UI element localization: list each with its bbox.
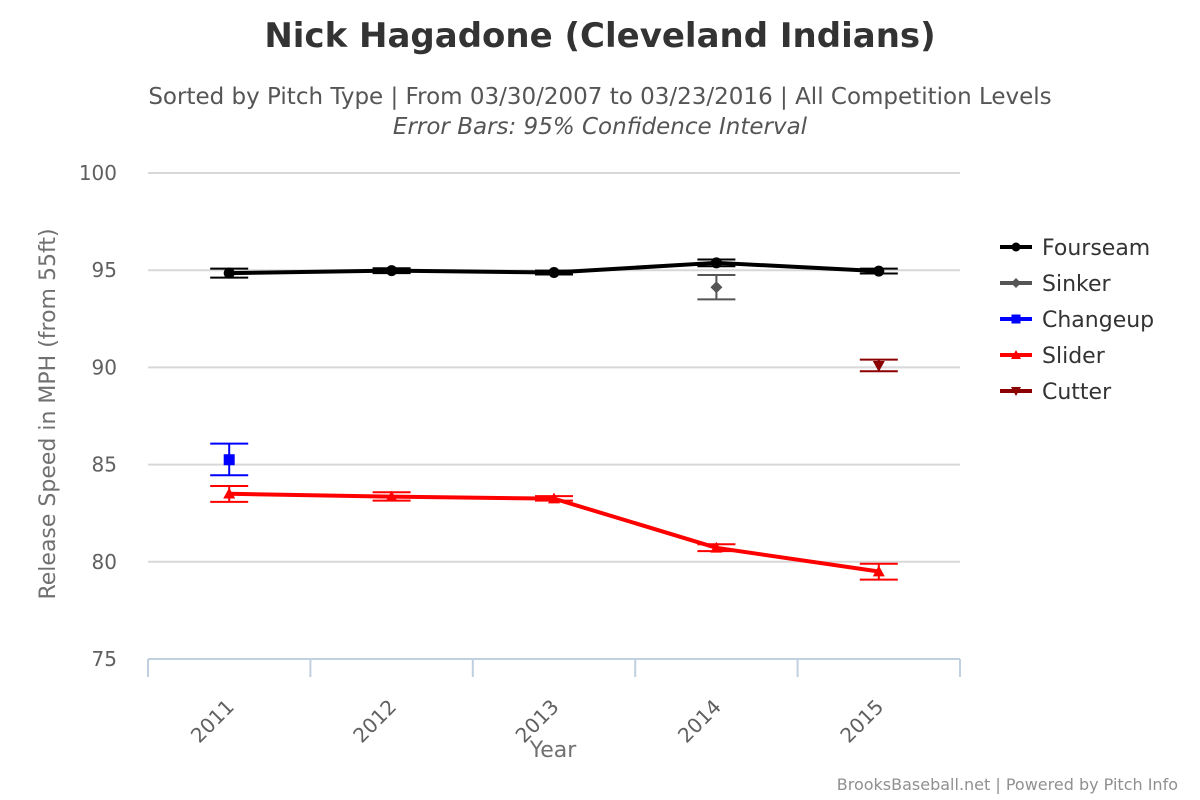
series-cutter (859, 358, 898, 373)
legend-label: Fourseam (1042, 236, 1150, 261)
y-tick-label: 100 (79, 161, 117, 185)
series-changeup (210, 442, 249, 477)
y-tick-label: 90 (92, 355, 117, 379)
data-point (223, 267, 235, 279)
legend-label: Cutter (1042, 380, 1112, 405)
x-axis: 2011 2012 2013 2014 2015 (147, 658, 961, 748)
data-point (872, 565, 885, 577)
data-point (385, 490, 398, 502)
chart-subtitle-error-bars: Error Bars: 95% Confidence Interval (393, 114, 808, 140)
data-point (548, 492, 560, 504)
data-point (1011, 387, 1021, 396)
x-tick-label: 2011 (186, 695, 239, 748)
data-point (1011, 350, 1021, 359)
data-point (710, 257, 722, 269)
data-point (386, 265, 398, 277)
x-tick-label: 2015 (835, 695, 888, 748)
x-tick-label: 2014 (673, 695, 726, 748)
legend-item-cutter: Cutter (1000, 380, 1112, 405)
data-point (223, 487, 236, 499)
data-point (872, 361, 885, 372)
series-group (210, 257, 898, 581)
data-point (710, 541, 723, 553)
legend-item-changeup: Changeup (1000, 308, 1154, 333)
credits: BrooksBaseball.net | Powered by Pitch In… (837, 775, 1178, 794)
data-point (223, 454, 235, 466)
legend-label: Changeup (1042, 308, 1154, 333)
chart-title: Nick Hagadone (Cleveland Indians) (264, 16, 935, 56)
y-axis-ticks: 100 95 90 85 80 75 (79, 161, 117, 671)
legend-item-slider: Slider (1000, 344, 1106, 369)
legend-label: Sinker (1042, 272, 1112, 297)
y-axis-title: Release Speed in MPH (from 55ft) (36, 228, 61, 599)
data-point (548, 267, 560, 279)
series-sinker (697, 274, 736, 301)
data-point (1011, 314, 1021, 324)
data-point (710, 281, 723, 294)
legend-item-sinker: Sinker (1000, 272, 1112, 297)
y-tick-label: 85 (92, 453, 117, 477)
series-fourseam (210, 257, 898, 279)
y-tick-label: 75 (92, 647, 117, 671)
series-slider (210, 484, 898, 581)
legend-item-fourseam: Fourseam (1000, 236, 1150, 261)
x-tick-label: 2012 (348, 695, 401, 748)
legend-label: Slider (1042, 344, 1106, 369)
legend: Fourseam Sinker Changeup Slider Cutter (1000, 236, 1154, 405)
y-tick-label: 80 (92, 550, 117, 574)
data-point (1011, 278, 1021, 288)
data-point (1011, 242, 1021, 252)
series-line (229, 491, 880, 574)
chart-subtitle: Sorted by Pitch Type | From 03/30/2007 t… (148, 84, 1051, 110)
x-axis-title: Year (529, 738, 578, 763)
y-tick-label: 95 (92, 258, 117, 282)
data-point (873, 265, 885, 277)
grid-lines (148, 172, 960, 563)
